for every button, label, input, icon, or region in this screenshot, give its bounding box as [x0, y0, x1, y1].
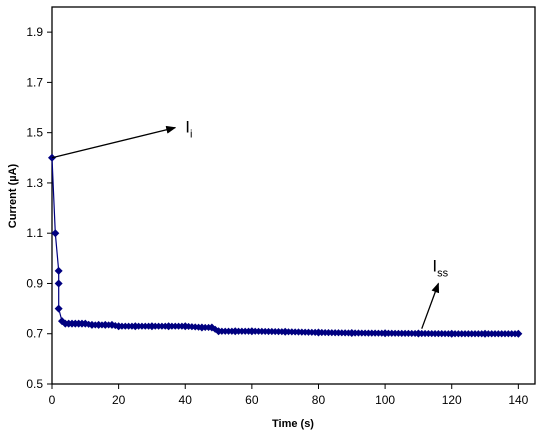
data-point	[197, 323, 206, 332]
x-tick-label: 120	[442, 393, 462, 407]
data-point	[231, 327, 240, 336]
data-point	[207, 323, 216, 332]
y-tick-label: 1.5	[26, 126, 43, 140]
data-point	[107, 320, 116, 329]
data-point	[347, 328, 356, 337]
data-point	[281, 327, 290, 336]
data-point	[481, 329, 490, 338]
y-axis-title: Current (µA)	[7, 163, 19, 228]
data-point	[147, 322, 156, 331]
y-tick-label: 1.1	[26, 226, 43, 240]
x-tick-label: 40	[179, 393, 193, 407]
data-point	[381, 329, 390, 338]
y-tick-label: 0.7	[26, 327, 43, 341]
y-axis-ticks: 0.5 0.7 0.9 1.1 1.3 1.5 1.7 1.9	[26, 25, 52, 391]
x-tick-label: 0	[49, 393, 56, 407]
annotation-subscript: ss	[437, 267, 449, 279]
x-tick-label: 100	[375, 393, 395, 407]
data-point	[447, 329, 456, 338]
data-point	[54, 266, 63, 275]
annotation-arrow	[421, 282, 440, 329]
data-point	[87, 320, 96, 329]
data-point	[247, 327, 256, 336]
data-point	[114, 322, 123, 331]
x-tick-label: 140	[508, 393, 528, 407]
data-point	[181, 322, 190, 331]
y-tick-label: 1.3	[26, 176, 43, 190]
x-tick-label: 80	[312, 393, 326, 407]
x-axis-ticks: 0 20 40 60 80 100 120 140	[49, 384, 529, 407]
data-point	[101, 320, 110, 329]
data-point	[214, 327, 223, 336]
x-axis-title: Time (s)	[272, 418, 314, 430]
plot-area-frame	[51, 6, 536, 385]
data-series	[48, 153, 523, 338]
y-tick-label: 1.7	[26, 75, 43, 89]
data-point	[514, 329, 523, 338]
y-tick-label: 0.9	[26, 276, 43, 290]
data-point	[94, 320, 103, 329]
data-point	[51, 229, 60, 238]
data-point	[314, 328, 323, 337]
x-tick-label: 20	[112, 393, 126, 407]
annotation-subscript: i	[190, 129, 192, 141]
annotation-label: Ii	[185, 118, 192, 141]
y-tick-label: 0.5	[26, 377, 43, 391]
y-tick-label: 1.9	[26, 25, 43, 39]
data-point	[164, 322, 173, 331]
data-point	[131, 322, 140, 331]
data-point	[81, 319, 90, 328]
data-point	[414, 329, 423, 338]
data-point-marker	[211, 325, 219, 333]
data-point	[54, 279, 63, 288]
x-tick-label: 60	[245, 393, 259, 407]
annotation-arrow	[51, 125, 177, 159]
data-point	[54, 304, 63, 313]
